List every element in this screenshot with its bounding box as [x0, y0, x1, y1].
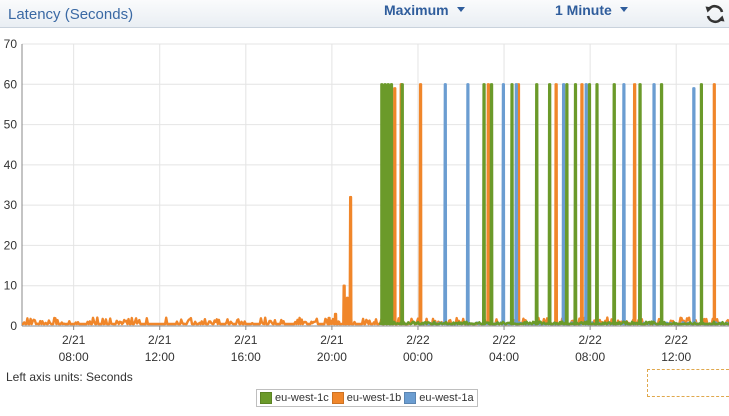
x-tick-time: 04:00	[489, 350, 519, 364]
y-tick-label: 70	[4, 37, 18, 51]
legend-swatch	[260, 392, 272, 404]
chevron-down-icon	[619, 7, 628, 12]
legend: eu-west-1c eu-west-1b eu-west-1a	[256, 389, 478, 407]
chart-title: Latency (Seconds)	[8, 6, 134, 23]
x-tick-time: 00:00	[403, 350, 433, 364]
x-tick-time: 20:00	[317, 350, 347, 364]
units-label: Left axis units: Seconds	[6, 370, 133, 384]
widget-header: Latency (Seconds) Maximum 1 Minute	[0, 0, 729, 28]
x-tick-time: 08:00	[575, 350, 605, 364]
series-line-eu-west-1a	[417, 83, 729, 326]
y-tick-label: 50	[4, 118, 18, 132]
y-tick-label: 20	[4, 238, 18, 252]
statistic-value: Maximum	[384, 2, 449, 18]
x-tick-date: 2/21	[148, 333, 172, 347]
x-tick-date: 2/22	[406, 333, 430, 347]
legend-swatch	[331, 392, 344, 404]
y-tick-label: 10	[4, 279, 18, 293]
x-tick-date: 2/21	[234, 333, 258, 347]
legend-label: eu-west-1c	[275, 392, 329, 404]
x-tick-date: 2/22	[665, 333, 689, 347]
period-dropdown[interactable]: 1 Minute	[555, 2, 628, 18]
x-tick-date: 2/22	[578, 333, 602, 347]
statistic-dropdown[interactable]: Maximum	[384, 2, 465, 18]
legend-item-eu-west-1c[interactable]: eu-west-1c	[260, 392, 329, 404]
legend-drop-zone	[647, 369, 729, 397]
legend-item-eu-west-1a[interactable]: eu-west-1a	[404, 392, 474, 404]
legend-label: eu-west-1a	[419, 392, 474, 404]
y-tick-label: 60	[4, 77, 18, 91]
x-tick-date: 2/21	[320, 333, 344, 347]
x-tick-date: 2/22	[492, 333, 516, 347]
x-tick-time: 16:00	[231, 350, 261, 364]
latency-chart: 0 10 20 30 40 50 60 70 2/21 08:00 2/21 12:00 2/21 16:…	[4, 37, 729, 364]
x-tick-time: 12:00	[145, 350, 175, 364]
legend-swatch	[404, 392, 417, 404]
legend-item-eu-west-1b[interactable]: eu-west-1b	[331, 392, 402, 404]
refresh-icon	[705, 4, 725, 24]
y-tick-label: 0	[10, 319, 17, 333]
x-tick-time: 12:00	[661, 350, 691, 364]
refresh-button[interactable]	[703, 3, 727, 25]
x-tick-date: 2/21	[62, 333, 86, 347]
legend-label: eu-west-1b	[346, 392, 402, 404]
y-tick-label: 40	[4, 158, 18, 172]
chevron-down-icon	[456, 7, 465, 12]
series-line-eu-west-1c	[378, 83, 729, 326]
x-tick-time: 08:00	[59, 350, 89, 364]
y-tick-label: 30	[4, 198, 18, 212]
period-value: 1 Minute	[555, 2, 612, 18]
